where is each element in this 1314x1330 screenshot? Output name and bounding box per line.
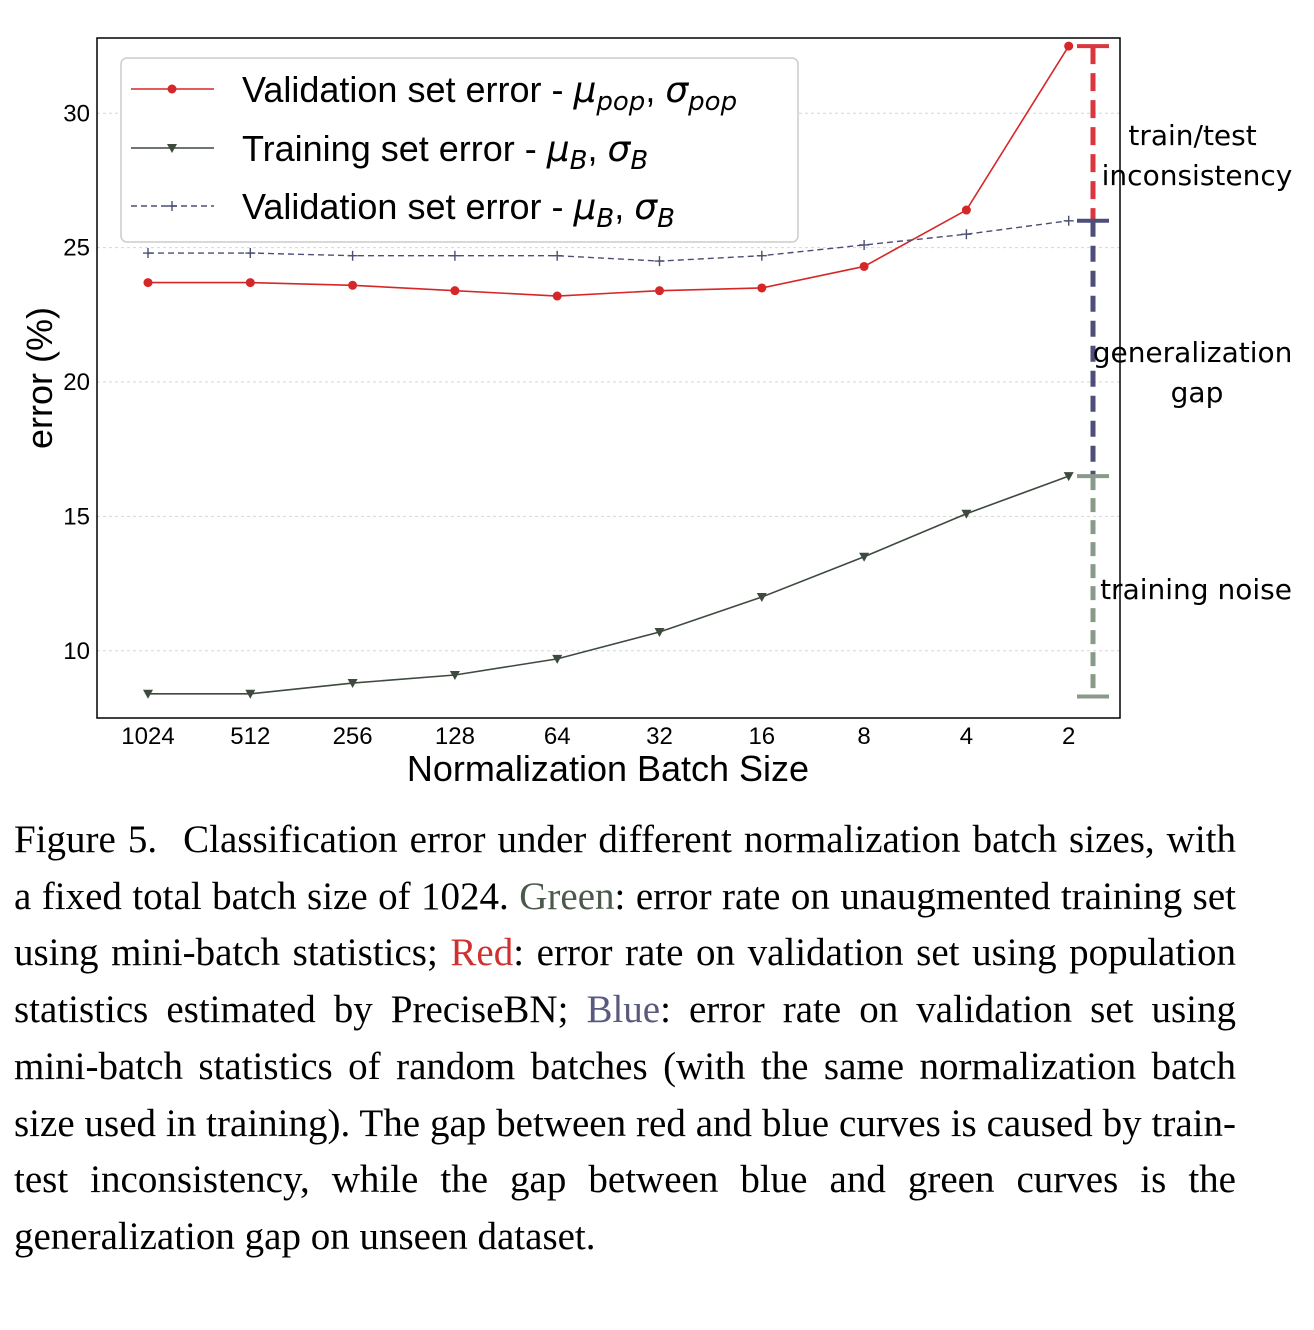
data-point [450, 286, 460, 296]
x-tick-label: 256 [333, 723, 373, 750]
y-axis-ticks: 10 15 20 25 30 [63, 100, 90, 665]
data-point [552, 654, 563, 664]
series-1 [143, 472, 1074, 699]
y-tick-label: 10 [63, 638, 90, 665]
x-axis-label: Normalization Batch Size [407, 748, 809, 789]
data-point [961, 205, 971, 215]
x-tick-label: 32 [646, 723, 673, 750]
data-point [348, 280, 358, 290]
y-tick-label: 30 [63, 100, 90, 127]
legend-swatch-marker [167, 84, 177, 94]
y-tick-label: 25 [63, 235, 90, 262]
figure-caption: Figure 5. Classification error under dif… [14, 812, 1236, 1266]
data-point [961, 229, 972, 240]
data-point [552, 291, 562, 301]
data-point [449, 250, 460, 261]
legend-entry-validation-pop: Validation set error - μpop, σpop [242, 69, 737, 117]
x-tick-label: 512 [230, 723, 270, 750]
data-point [654, 256, 665, 267]
data-point [245, 248, 256, 259]
data-point [859, 261, 869, 271]
data-point [1063, 215, 1074, 226]
x-tick-label: 1024 [121, 723, 174, 750]
data-point [1063, 472, 1074, 482]
x-axis-ticks: 1024 512 256 128 64 32 16 8 4 2 [121, 723, 1075, 750]
legend-entry-validation-batch: Validation set error - μB, σB [242, 186, 675, 234]
gap-bracket [1077, 44, 1109, 699]
series-line [148, 45, 1070, 297]
caption-part-3: : error rate on validation set using pop… [14, 931, 1236, 1032]
data-point [347, 679, 358, 689]
error-chart: 10 15 20 25 30 1024 512 256 128 64 32 16 8 4 2 Valida… [19, 37, 1302, 789]
x-tick-label: 4 [960, 723, 973, 750]
data-point [961, 509, 972, 519]
annotation-generalization-gap: generalization gap [1093, 336, 1302, 409]
caption-part-1: Classification error under different nor… [14, 818, 1237, 918]
caption-red-word: Red [450, 931, 514, 975]
legend: Validation set error - μpop, σpop Traini… [120, 57, 799, 243]
y-tick-label: 20 [63, 369, 90, 396]
data-point [245, 689, 256, 699]
series-0 [143, 41, 1074, 301]
data-point [143, 689, 153, 699]
y-axis-label: error (%) [19, 307, 60, 449]
x-tick-label: 2 [1062, 723, 1075, 750]
caption-label: Figure 5. [14, 818, 158, 861]
data-point [347, 250, 358, 261]
data-point [655, 286, 664, 296]
data-point [143, 278, 153, 288]
data-point [654, 627, 665, 637]
annotation-train-test-inconsistency: train/test inconsistency [1102, 119, 1293, 192]
caption-green-word: Green [519, 874, 615, 918]
data-point [757, 283, 767, 293]
x-tick-label: 8 [857, 723, 870, 750]
y-tick-label: 15 [63, 503, 90, 530]
data-point [245, 278, 255, 288]
data-point [143, 248, 153, 259]
series-line [148, 475, 1069, 695]
caption-blue-word: Blue [586, 988, 661, 1032]
annotation-training-noise: training noise [1100, 573, 1292, 606]
series-line [148, 220, 1069, 262]
data-point [756, 593, 767, 603]
series-group [143, 41, 1074, 699]
data-point [552, 250, 563, 261]
caption-part-2: : error rate on unaugmented training set… [14, 874, 1237, 975]
data-point [859, 239, 870, 250]
legend-box [120, 57, 799, 243]
data-point [756, 250, 767, 261]
legend-swatch-marker [167, 201, 177, 211]
data-point [1064, 41, 1074, 51]
series-2 [143, 215, 1074, 267]
x-tick-label: 16 [748, 723, 775, 750]
legend-swatch-marker [167, 144, 177, 153]
data-point [449, 670, 460, 680]
plot-frame [96, 37, 1121, 719]
x-tick-label: 64 [544, 723, 571, 750]
x-tick-label: 128 [435, 723, 475, 750]
legend-swatches [131, 84, 214, 211]
caption-part-4: : error rate on validation set using min… [14, 988, 1237, 1258]
legend-entry-training-batch: Training set error - μB, σB [242, 128, 648, 176]
data-point [859, 552, 870, 562]
